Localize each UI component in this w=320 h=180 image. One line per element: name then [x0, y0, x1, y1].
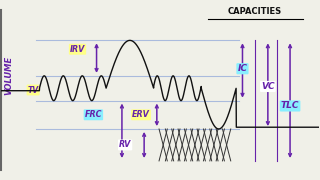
- Text: IC: IC: [237, 64, 247, 73]
- Text: FRC: FRC: [84, 110, 102, 119]
- Text: RV: RV: [119, 140, 131, 149]
- Text: CAPACITIES: CAPACITIES: [228, 7, 282, 16]
- Text: TV: TV: [28, 86, 39, 94]
- Text: ERV: ERV: [132, 110, 150, 119]
- Text: VOLUME: VOLUME: [5, 56, 14, 95]
- Text: IRV: IRV: [70, 45, 85, 54]
- Text: TLC: TLC: [281, 102, 299, 111]
- Text: VC: VC: [261, 82, 275, 91]
